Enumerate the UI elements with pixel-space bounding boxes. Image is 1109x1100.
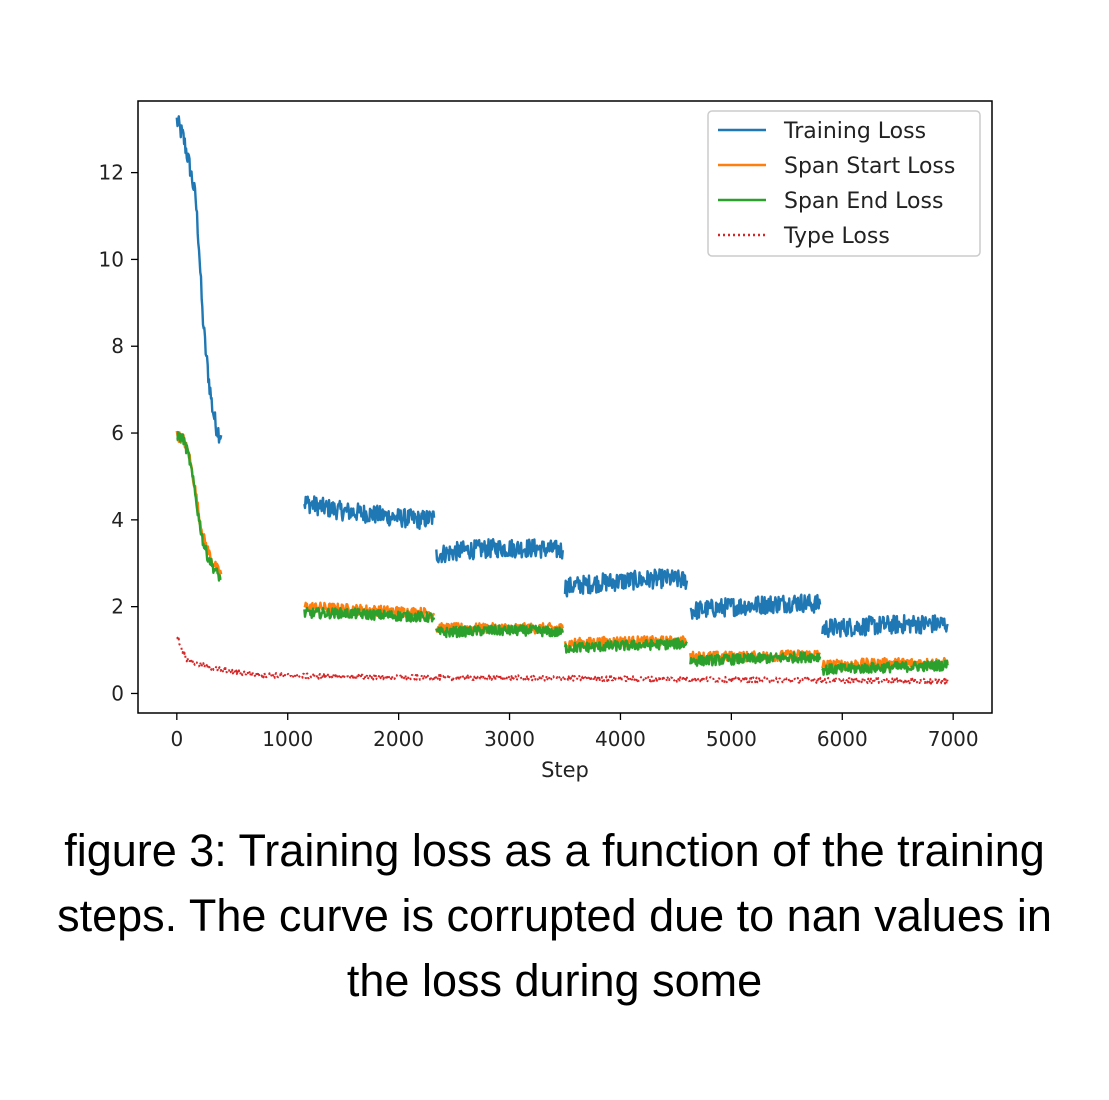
legend-entries: Training Loss Span Start Loss Span End Los… [718,119,955,249]
legend-box [707,110,981,257]
y-ticks: 0 2 4 6 8 10 12 [99,161,138,705]
x-tick-label: 7000 [928,727,979,751]
x-tick-label: 5000 [706,727,757,751]
x-tick-label: 3000 [484,727,535,751]
x-tick-label: 0 [170,727,183,751]
series-line-span-end-loss-segment-0 [176,431,222,582]
legend-label-type-loss: Type Loss [783,224,890,249]
series-line-span-end-loss-segment-5 [821,659,949,676]
series-line-span-end-loss-segment-4 [689,651,822,667]
series-line-span-end-loss-segment-2 [435,624,564,639]
y-tick-label: 8 [111,334,124,358]
series-layer [175,115,949,685]
series-line-span-end-loss-segment-1 [303,606,436,623]
y-tick-label: 12 [99,161,124,185]
series-line-training-loss-segment-1 [303,495,436,530]
y-tick-label: 0 [111,681,124,705]
x-ticks: 0 1000 2000 3000 4000 5000 6000 7000 [170,713,979,751]
y-tick-label: 10 [99,247,124,271]
loss-chart: 0 1000 2000 3000 4000 5000 6000 7000 024681012 … [99,100,993,782]
series-line-training-loss-segment-3 [563,568,689,598]
series-line-training-loss-segment-5 [821,614,949,638]
legend-label-span-end-loss: Span End Loss [784,189,943,214]
legend-label-span-start-loss: Span Start Loss [784,154,955,179]
y-tick-label: 6 [111,421,124,445]
series-line-training-loss-segment-4 [689,593,822,620]
series-line-span-start-loss-segment-1 [303,601,436,620]
x-axis-label: Step [541,758,589,782]
legend: Training Loss Span Start Loss Span End Los… [707,110,981,257]
series-line-training-loss-segment-0 [175,115,223,444]
x-tick-label: 6000 [817,727,868,751]
series-line-type-loss-segment-0 [176,636,949,685]
x-tick-label: 2000 [373,727,424,751]
series-line-training-loss-segment-2 [435,538,564,564]
legend-label-training-loss: Training Loss [783,119,926,144]
figure-caption: figure 3: Training loss as a function of… [57,825,1052,1006]
x-tick-label: 4000 [595,727,646,751]
series-line-span-end-loss-segment-3 [563,637,688,654]
y-tick-label: 2 [111,595,124,619]
x-tick-label: 1000 [262,727,313,751]
y-tick-label: 4 [111,508,124,532]
